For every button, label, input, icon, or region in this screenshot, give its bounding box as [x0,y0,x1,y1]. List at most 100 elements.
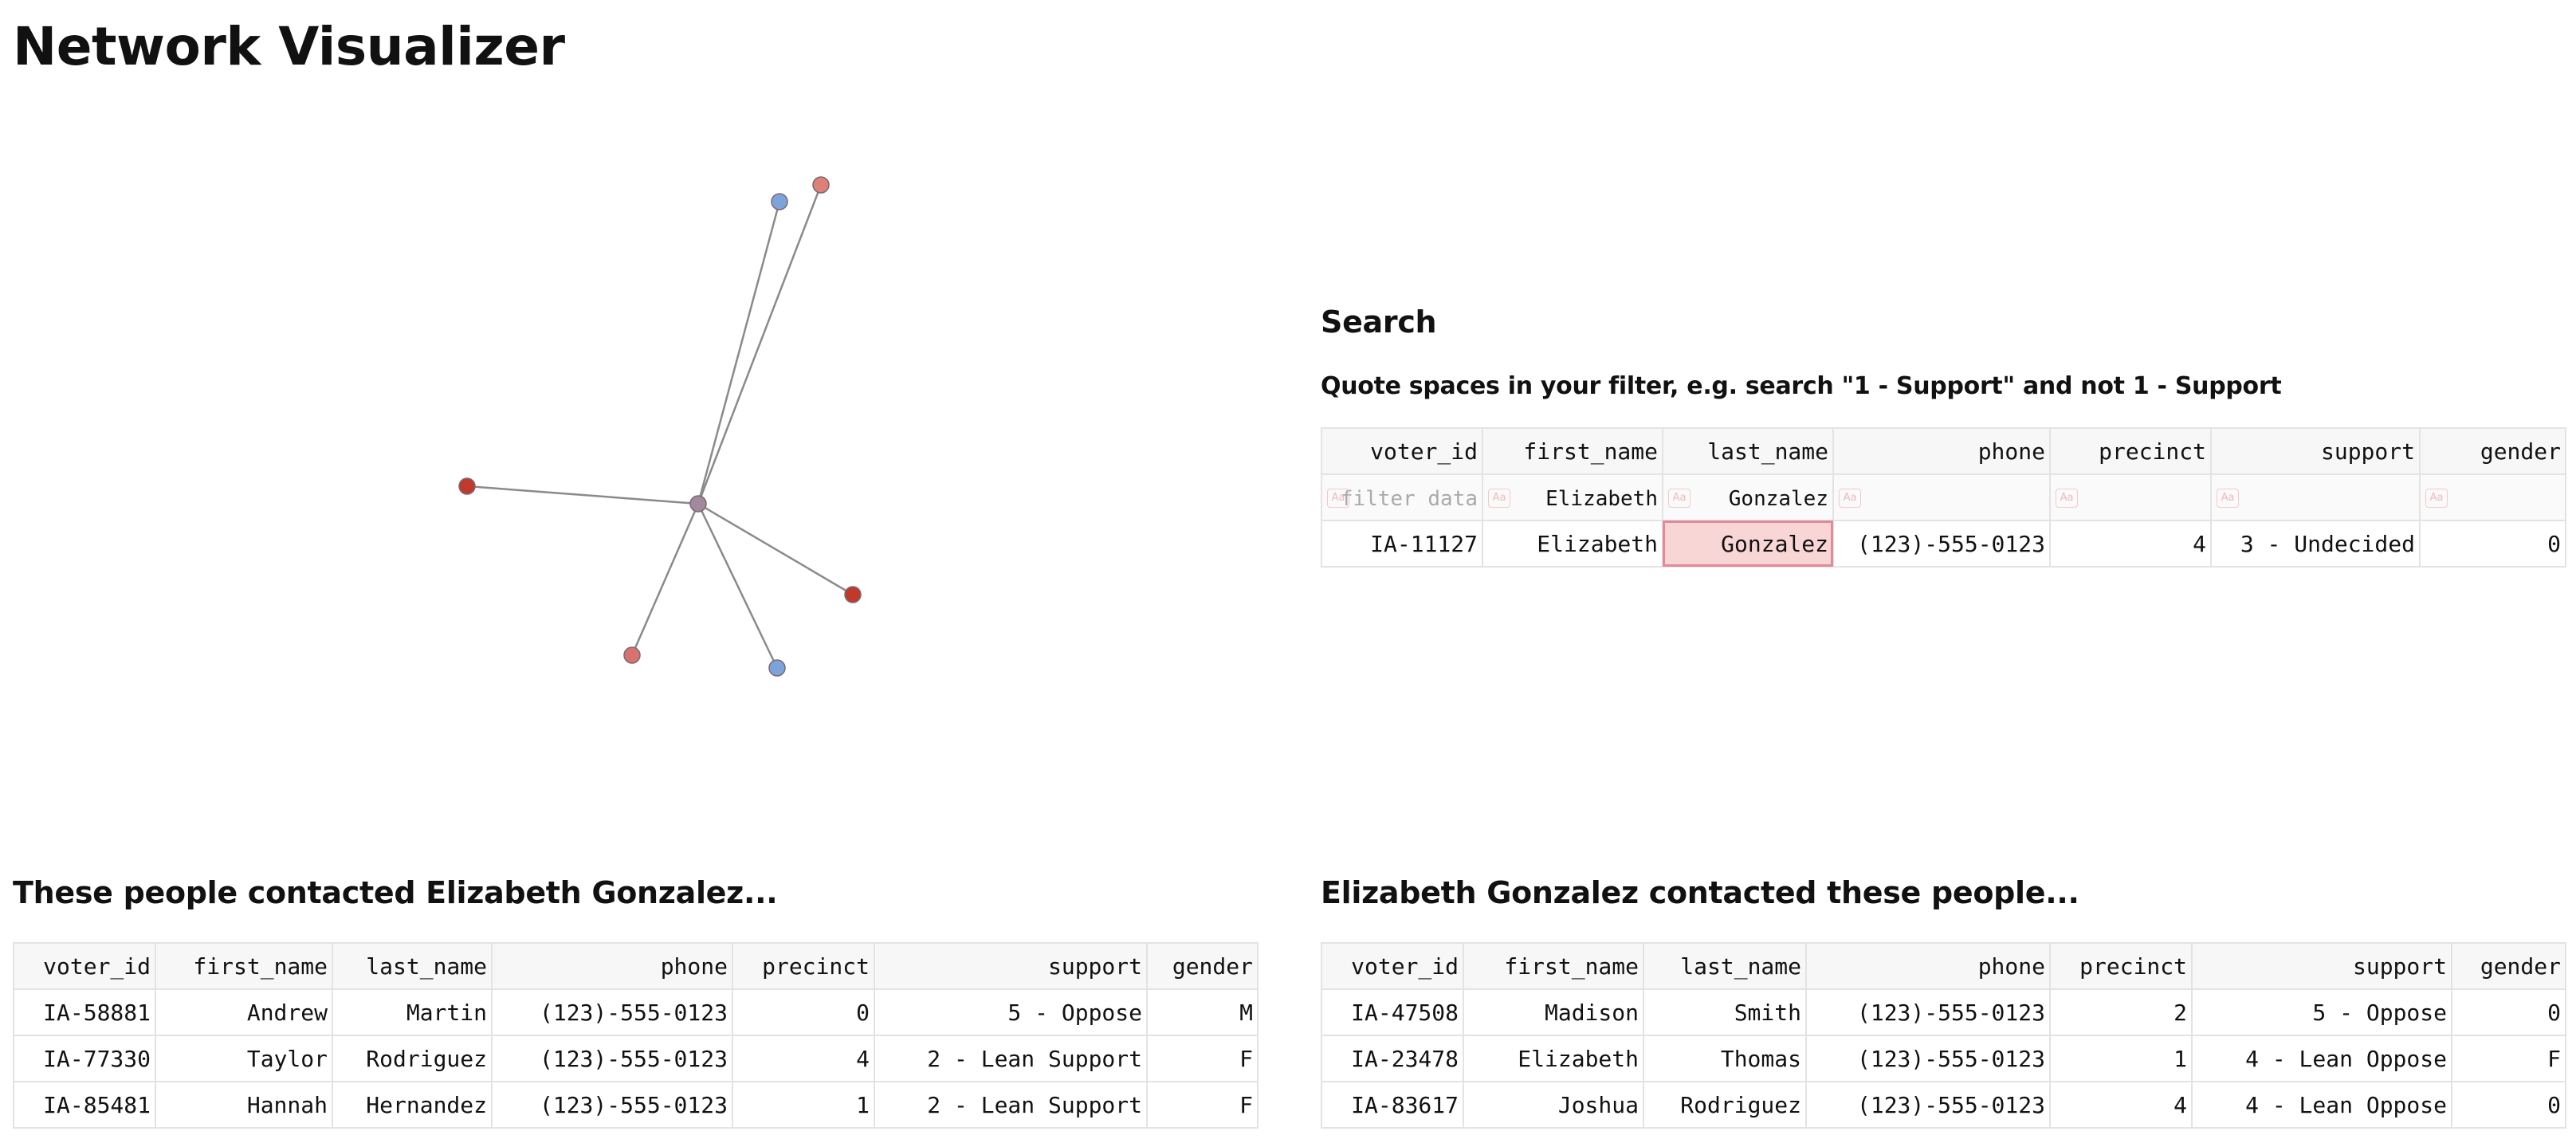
table-cell[interactable]: 2 - Lean Support [874,1035,1148,1082]
filter-cell-gender[interactable]: Aa [2419,473,2566,521]
table-cell[interactable]: Rodriguez [1643,1081,1807,1129]
column-header-precinct[interactable]: precinct [2049,427,2212,475]
table-cell[interactable]: Thomas [1643,1035,1807,1082]
table-row[interactable]: IA-85481 Hannah Hernandez (123)-555-0123… [13,1081,1259,1129]
table-cell[interactable]: Elizabeth [1482,520,1663,568]
table-row[interactable]: IA-58881 Andrew Martin (123)-555-0123 0 … [13,988,1259,1036]
table-cell[interactable]: Hernandez [332,1081,493,1129]
table-cell[interactable]: (123)-555-0123 [1805,1081,2051,1129]
table-cell[interactable]: 2 - Lean Support [874,1081,1148,1129]
table-cell[interactable]: Elizabeth [1463,1035,1644,1082]
graph-node[interactable] [812,176,830,194]
graph-node[interactable] [771,193,788,210]
filter-input-precinct[interactable] [2055,486,2206,511]
table-cell[interactable]: (123)-555-0123 [1805,988,2051,1036]
table-row[interactable]: IA-47508 Madison Smith (123)-555-0123 2 … [1321,988,2566,1036]
table-cell[interactable]: 3 - Undecided [2210,520,2421,568]
table-cell[interactable]: F [1146,1081,1259,1129]
table-cell[interactable]: 0 [2451,988,2566,1036]
table-cell[interactable]: 1 [732,1081,875,1129]
table-cell[interactable]: IA-85481 [13,1081,156,1129]
filter-input-voter-id[interactable] [1326,486,1478,511]
graph-node[interactable] [458,477,476,495]
column-header-first-name[interactable]: first_name [1463,942,1644,990]
table-cell[interactable]: IA-11127 [1321,520,1483,568]
column-header-precinct[interactable]: precinct [2049,942,2193,990]
table-cell[interactable]: (123)-555-0123 [491,1081,733,1129]
graph-node[interactable] [844,586,862,603]
table-cell[interactable]: IA-77330 [13,1035,156,1082]
table-cell[interactable]: 0 [2419,520,2566,568]
selected-cell[interactable]: Gonzalez [1662,520,1834,568]
table-cell[interactable]: Hannah [155,1081,333,1129]
table-cell[interactable]: 4 - Lean Oppose [2191,1081,2452,1129]
table-cell[interactable]: Joshua [1463,1081,1644,1129]
table-cell[interactable]: Rodriguez [332,1035,493,1082]
column-header-precinct[interactable]: precinct [732,942,875,990]
column-header-voter-id[interactable]: voter_id [13,942,156,990]
table-cell[interactable]: (123)-555-0123 [1832,520,2051,568]
case-sensitive-icon[interactable]: Aa [2425,489,2448,508]
case-sensitive-icon[interactable]: Aa [2056,489,2078,508]
column-header-support[interactable]: support [874,942,1148,990]
table-cell[interactable]: F [1146,1035,1259,1082]
filter-input-last-name[interactable] [1667,486,1828,511]
table-cell[interactable]: 4 - Lean Oppose [2191,1035,2452,1082]
table-cell[interactable]: Smith [1643,988,1807,1036]
filter-cell-first-name[interactable]: Aa [1482,473,1663,521]
table-row[interactable]: IA-23478 Elizabeth Thomas (123)-555-0123… [1321,1035,2566,1082]
filter-cell-voter-id[interactable]: Aa [1321,473,1483,521]
graph-node[interactable] [768,659,786,677]
table-cell[interactable]: 0 [732,988,875,1036]
filter-cell-last-name[interactable]: Aa [1662,473,1834,521]
column-header-phone[interactable]: phone [491,942,733,990]
graph-node[interactable] [623,646,641,664]
case-sensitive-icon[interactable]: Aa [1668,489,1690,508]
column-header-gender[interactable]: gender [2451,942,2566,990]
column-header-phone[interactable]: phone [1805,942,2051,990]
table-cell[interactable]: Martin [332,988,493,1036]
column-header-last-name[interactable]: last_name [1662,427,1834,475]
filter-cell-phone[interactable]: Aa [1832,473,2051,521]
table-cell[interactable]: 4 [2049,520,2212,568]
case-sensitive-icon[interactable]: Aa [1327,489,1349,508]
case-sensitive-icon[interactable]: Aa [1488,489,1510,508]
column-header-voter-id[interactable]: voter_id [1321,942,1464,990]
column-header-first-name[interactable]: first_name [1482,427,1663,475]
graph-node-selected[interactable] [689,495,707,513]
table-cell[interactable]: F [2451,1035,2566,1082]
table-row[interactable]: IA-11127 Elizabeth Gonzalez (123)-555-01… [1321,520,2566,568]
table-cell[interactable]: 4 [732,1035,875,1082]
table-cell[interactable]: 5 - Oppose [2191,988,2452,1036]
table-cell[interactable]: Taylor [155,1035,333,1082]
case-sensitive-icon[interactable]: Aa [2217,489,2239,508]
table-row[interactable]: IA-83617 Joshua Rodriguez (123)-555-0123… [1321,1081,2566,1129]
table-cell[interactable]: IA-23478 [1321,1035,1464,1082]
column-header-voter-id[interactable]: voter_id [1321,427,1483,475]
table-cell[interactable]: (123)-555-0123 [1805,1035,2051,1082]
filter-input-first-name[interactable] [1487,486,1658,511]
table-row[interactable]: IA-77330 Taylor Rodriguez (123)-555-0123… [13,1035,1259,1082]
filter-cell-precinct[interactable]: Aa [2049,473,2212,521]
case-sensitive-icon[interactable]: Aa [1839,489,1861,508]
table-cell[interactable]: (123)-555-0123 [491,988,733,1036]
table-cell[interactable]: 5 - Oppose [874,988,1148,1036]
table-cell[interactable]: 1 [2049,1035,2193,1082]
table-cell[interactable]: 0 [2451,1081,2566,1129]
table-cell[interactable]: (123)-555-0123 [491,1035,733,1082]
network-graph[interactable] [0,120,1259,773]
column-header-phone[interactable]: phone [1832,427,2051,475]
column-header-support[interactable]: support [2210,427,2421,475]
column-header-gender[interactable]: gender [2419,427,2566,475]
table-cell[interactable]: IA-47508 [1321,988,1464,1036]
column-header-first-name[interactable]: first_name [155,942,333,990]
column-header-last-name[interactable]: last_name [1643,942,1807,990]
column-header-gender[interactable]: gender [1146,942,1259,990]
table-cell[interactable]: IA-58881 [13,988,156,1036]
filter-input-phone[interactable] [1838,486,2045,511]
column-header-last-name[interactable]: last_name [332,942,493,990]
table-cell[interactable]: M [1146,988,1259,1036]
column-header-support[interactable]: support [2191,942,2452,990]
table-cell[interactable]: 4 [2049,1081,2193,1129]
table-cell[interactable]: IA-83617 [1321,1081,1464,1129]
